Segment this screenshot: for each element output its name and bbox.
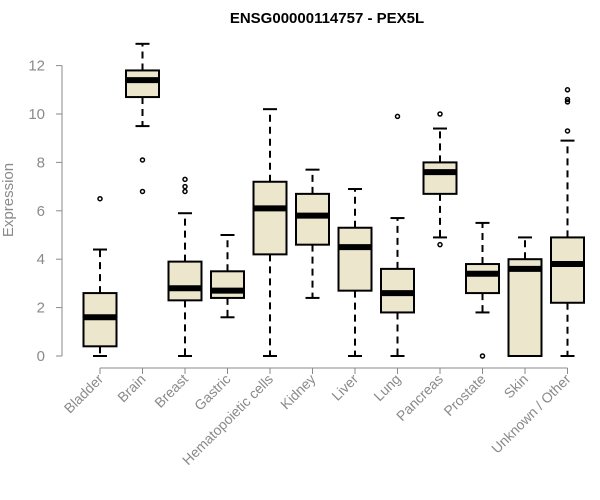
plot-area — [82, 42, 585, 359]
iqr-box — [295, 192, 330, 246]
x-tick-label-lung: Lung — [370, 371, 403, 404]
outlier-point — [564, 87, 571, 93]
iqr-box — [125, 69, 160, 99]
y-tick-label: 12 — [28, 58, 45, 75]
x-tick-label-pancreas: Pancreas — [393, 371, 446, 424]
iqr-box — [507, 258, 543, 358]
y-axis: 0 2 4 6 8 10 12 — [28, 58, 63, 365]
outlier-point — [182, 188, 188, 195]
outlier-point — [394, 113, 401, 120]
y-tick-label: 0 — [37, 348, 45, 365]
box-breast — [167, 176, 203, 357]
box-kidney — [295, 168, 330, 299]
y-tick-label: 6 — [37, 203, 45, 220]
x-tick-label-kidney: Kidney — [277, 371, 319, 413]
box-pancreas — [422, 111, 458, 248]
y-tick-label: 2 — [37, 300, 45, 317]
outlier-point — [564, 99, 571, 105]
outlier-point — [437, 241, 443, 248]
x-tick-label-unknown-other: Unknown / Other — [488, 371, 574, 457]
y-tick-label: 10 — [28, 106, 45, 123]
x-tick-label-bladder: Bladder — [61, 371, 107, 417]
outlier-point — [479, 353, 486, 359]
y-axis-label: Expression — [0, 163, 17, 237]
box-unknown-other — [550, 87, 585, 357]
box-liver — [337, 188, 373, 357]
x-tick-label-liver: Liver — [328, 371, 361, 404]
outlier-point — [564, 128, 571, 134]
outlier-point — [182, 183, 188, 190]
outlier-point — [564, 96, 571, 103]
x-tick-label-brain: Brain — [114, 371, 148, 405]
outlier-point — [97, 195, 103, 202]
iqr-box — [422, 161, 458, 195]
outlier-point — [139, 188, 146, 195]
chart-title: ENSG00000114757 - PEX5L — [230, 10, 424, 27]
box-skin — [507, 236, 543, 358]
x-tick-label-prostate: Prostate — [440, 371, 488, 419]
x-tick-label-skin: Skin — [501, 371, 532, 402]
iqr-box — [550, 236, 585, 304]
y-tick-label: 4 — [37, 251, 45, 268]
iqr-box — [465, 263, 500, 295]
iqr-box — [252, 180, 288, 256]
box-bladder — [82, 195, 118, 357]
box-lung — [380, 113, 415, 357]
outlier-point — [139, 157, 146, 163]
iqr-box — [210, 270, 245, 299]
iqr-box — [337, 226, 373, 292]
outlier-point — [182, 176, 188, 183]
outlier-point — [437, 111, 443, 117]
x-tick-label-breast: Breast — [151, 371, 191, 411]
box-gastric — [210, 234, 245, 319]
box-prostate — [465, 221, 500, 359]
y-tick-label: 8 — [37, 154, 45, 171]
box-hematopoietic-cells — [252, 108, 288, 357]
iqr-box — [167, 260, 203, 302]
box-brain — [125, 42, 160, 195]
